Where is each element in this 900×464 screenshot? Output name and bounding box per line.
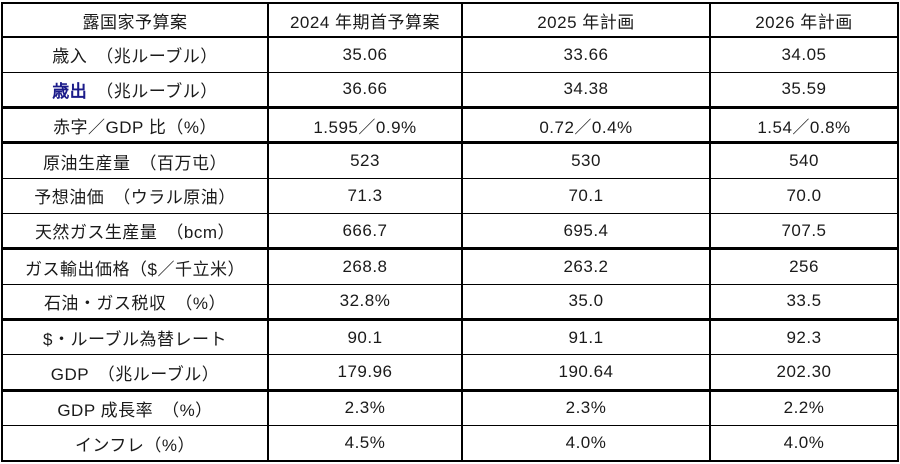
year-column-header: 2026 年計画 [709, 2, 899, 38]
table-body: 歳入 （兆ルーブル） 35.06 33.66 34.05 歳出 （兆ルーブル） 36.66… [1, 36, 899, 463]
header-row: 露国家予算案 2024 年期首予算案 2025 年計画 2026 年計画 [1, 2, 899, 38]
value-cell: 523 [267, 142, 463, 179]
value-cell: 4.0% [709, 425, 899, 463]
value-cell: 32.8% [267, 283, 463, 322]
value-cell: 695.4 [461, 213, 711, 251]
value-cell: 71.3 [267, 177, 463, 215]
row-label-cell: 歳出 （兆ルーブル） [1, 71, 269, 110]
row-label-cell: 歳入 （兆ルーブル） [1, 36, 269, 73]
table-row: 石油・ガス税収 （%） 32.8% 35.0 33.5 [1, 283, 899, 322]
row-label-emphasis: 歳出 [52, 81, 88, 101]
value-cell: 70.1 [461, 177, 711, 215]
value-cell: 36.66 [267, 71, 463, 110]
table-row: 赤字／GDP 比（%） 1.595／0.9% 0.72／0.4% 1.54／0.8% [1, 107, 899, 145]
value-cell: 4.5% [267, 425, 463, 463]
value-cell: 256 [709, 248, 899, 285]
value-cell: 1.54／0.8% [709, 107, 899, 145]
value-cell: 1.595／0.9% [267, 107, 463, 145]
year-column-header: 2024 年期首予算案 [267, 2, 463, 38]
row-label-cell: 赤字／GDP 比（%） [1, 107, 269, 145]
table-row: インフレ（%） 4.5% 4.0% 4.0% [1, 425, 899, 463]
value-cell: 0.72／0.4% [461, 107, 711, 145]
value-cell: 540 [709, 142, 899, 179]
table-row: GDP （兆ルーブル） 179.96 190.64 202.30 [1, 354, 899, 392]
value-cell: 2.3% [267, 389, 463, 427]
table-row: $・ルーブル為替レート 90.1 91.1 92.3 [1, 319, 899, 356]
value-cell: 666.7 [267, 213, 463, 251]
value-cell: 90.1 [267, 319, 463, 356]
value-cell: 70.0 [709, 177, 899, 215]
value-cell: 35.0 [461, 283, 711, 322]
value-cell: 35.06 [267, 36, 463, 73]
value-cell: 35.59 [709, 71, 899, 110]
table-row: 歳入 （兆ルーブル） 35.06 33.66 34.05 [1, 36, 899, 73]
table-title-cell: 露国家予算案 [1, 2, 269, 38]
value-cell: 33.5 [709, 283, 899, 322]
value-cell: 4.0% [461, 425, 711, 463]
table-row: 歳出 （兆ルーブル） 36.66 34.38 35.59 [1, 71, 899, 110]
value-cell: 179.96 [267, 354, 463, 392]
row-label-cell: 石油・ガス税収 （%） [1, 283, 269, 322]
row-label-cell: インフレ（%） [1, 425, 269, 463]
row-label-cell: GDP 成長率 （%） [1, 389, 269, 427]
value-cell: 190.64 [461, 354, 711, 392]
value-cell: 34.05 [709, 36, 899, 73]
value-cell: 2.2% [709, 389, 899, 427]
row-label-cell: 天然ガス生産量 （bcm） [1, 213, 269, 251]
table-row: ガス輸出価格（$／千立米） 268.8 263.2 256 [1, 248, 899, 285]
value-cell: 263.2 [461, 248, 711, 285]
value-cell: 202.30 [709, 354, 899, 392]
row-label-cell: 原油生産量 （百万屯） [1, 142, 269, 179]
value-cell: 34.38 [461, 71, 711, 110]
row-label-cell: $・ルーブル為替レート [1, 319, 269, 356]
row-label-text: （兆ルーブル） [87, 81, 218, 101]
value-cell: 707.5 [709, 213, 899, 251]
table-row: GDP 成長率 （%） 2.3% 2.3% 2.2% [1, 389, 899, 427]
table-row: 原油生産量 （百万屯） 523 530 540 [1, 142, 899, 179]
value-cell: 33.66 [461, 36, 711, 73]
row-label-cell: 予想油価 （ウラル原油） [1, 177, 269, 215]
row-label-cell: ガス輸出価格（$／千立米） [1, 248, 269, 285]
value-cell: 268.8 [267, 248, 463, 285]
table-row: 予想油価 （ウラル原油） 71.3 70.1 70.0 [1, 177, 899, 215]
value-cell: 2.3% [461, 389, 711, 427]
table-header: 露国家予算案 2024 年期首予算案 2025 年計画 2026 年計画 [1, 2, 899, 38]
value-cell: 530 [461, 142, 711, 179]
value-cell: 91.1 [461, 319, 711, 356]
value-cell: 92.3 [709, 319, 899, 356]
row-label-cell: GDP （兆ルーブル） [1, 354, 269, 392]
year-column-header: 2025 年計画 [461, 2, 711, 38]
table-row: 天然ガス生産量 （bcm） 666.7 695.4 707.5 [1, 213, 899, 251]
